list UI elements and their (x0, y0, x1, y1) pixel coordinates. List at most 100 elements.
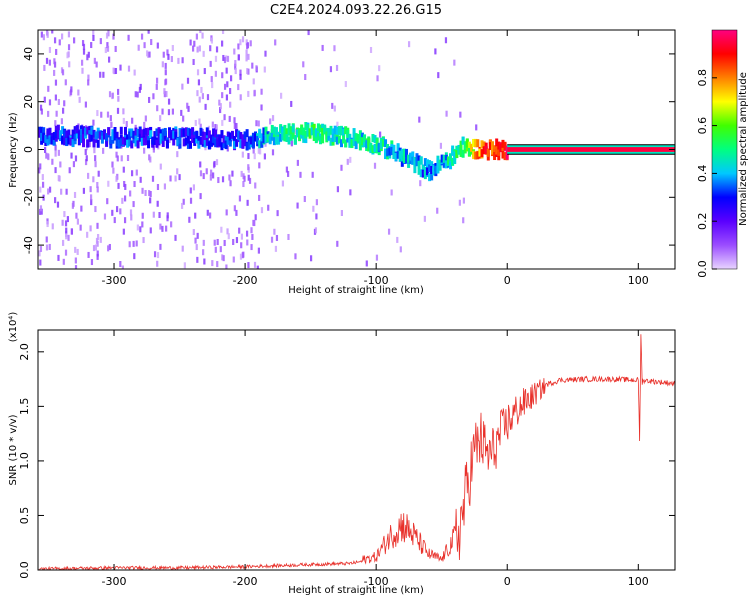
spectrogram-cell (194, 119, 197, 126)
spectrogram-cell (48, 186, 52, 193)
spectrogram-cell (377, 142, 381, 151)
spectrogram-cell (63, 129, 67, 138)
spectrogram-cell (199, 127, 203, 136)
spectrogram-cell (199, 136, 203, 145)
spectrogram-cell (159, 135, 163, 144)
spectrogram-cell (186, 135, 190, 144)
spectrogram-cell (323, 124, 327, 133)
snr-line (38, 334, 675, 570)
spectrogram-cell (392, 151, 396, 160)
spectrogram-cell (400, 158, 404, 167)
spectrogram-cell (144, 127, 148, 136)
spectrogram-cell (209, 134, 213, 143)
spectrogram-cell (444, 160, 448, 169)
spectrogram-cell (65, 188, 68, 195)
spectrogram-cell (164, 69, 167, 76)
spectrogram-cell (233, 48, 236, 55)
spectrogram-cell (256, 265, 259, 269)
spectrogram-cell (147, 127, 151, 136)
spectrogram-cell (159, 115, 162, 122)
spectrogram-cell (174, 131, 178, 140)
spectrogram-cell (38, 129, 41, 138)
spectrogram-cell (81, 40, 85, 47)
spectrogram-cell (390, 189, 393, 196)
spectrogram-cell (117, 95, 120, 102)
spectrogram-cell (260, 133, 264, 142)
spectrogram-cell (202, 249, 205, 256)
spectrogram-cell (123, 137, 127, 146)
spectrogram-cell (51, 223, 54, 230)
spectrogram-cell (75, 130, 79, 139)
spectrogram-cell (170, 132, 174, 141)
spectrogram-cell (421, 169, 425, 178)
spectrogram-cell (40, 31, 43, 38)
spectrogram-cell (156, 200, 159, 207)
spectrogram-cell (39, 205, 43, 212)
spectrogram-cell (337, 126, 341, 135)
spectrogram-cell (87, 51, 90, 58)
spectrogram-cell (143, 121, 146, 128)
spectrogram-cell (132, 201, 135, 208)
spectrogram-cell (84, 127, 88, 136)
spectrogram-cell (80, 205, 83, 212)
spectrogram-cell (187, 105, 190, 112)
spectrogram-cell (180, 109, 183, 116)
spectrogram-cell (245, 55, 248, 62)
spectrogram-cell (234, 68, 237, 75)
spectrogram-cell (168, 130, 172, 139)
spectrogram-cell (159, 223, 162, 230)
spectrogram-cell (304, 74, 307, 81)
spectrogram-cell (215, 124, 218, 131)
spectrogram-cell (53, 69, 56, 76)
spectrogram-cell (132, 130, 136, 139)
spectrogram-cell (224, 141, 228, 150)
spectrogram-cell (227, 233, 230, 240)
spectrogram-cell (99, 236, 102, 243)
spectrogram-cell (155, 83, 158, 90)
spectrogram-cell (197, 136, 201, 145)
spectrogram-cell (257, 247, 260, 254)
spectrogram-cell (226, 228, 229, 235)
spectrogram-cell (264, 140, 267, 147)
spectrogram-cell (222, 140, 226, 149)
spectrogram-cell (398, 153, 402, 162)
spectrogram-cell (111, 161, 114, 168)
spectrogram-cell (333, 105, 336, 112)
spectrogram-cell (462, 197, 465, 204)
spectrogram-cell (228, 132, 232, 141)
spectrogram-cell (71, 139, 75, 148)
spectrogram-cell (413, 165, 417, 174)
spectrogram-cell (310, 127, 314, 136)
spectrogram-cell (63, 211, 66, 218)
spectrogram-cell (95, 237, 99, 244)
spectrogram-cell (503, 152, 507, 161)
spectrogram-cell (94, 131, 98, 140)
spectrogram-cell (121, 265, 124, 269)
spectrogram-cell (172, 137, 176, 146)
spectrogram-cell (384, 139, 388, 148)
spectrogram-cell (51, 30, 54, 34)
spectrogram-cell (373, 162, 377, 169)
spectrogram-cell (350, 140, 354, 149)
spectrogram-cell (272, 137, 276, 146)
x-tick-label: -100 (364, 274, 389, 287)
spectrogram-cell (149, 156, 152, 163)
spectrogram-cell (193, 137, 197, 146)
spectrogram-cell (64, 79, 67, 86)
spectrogram-cell (432, 167, 436, 176)
spectrogram-cell (367, 143, 371, 152)
spectrogram-cell (54, 167, 57, 174)
spectrogram-cell (312, 205, 315, 212)
spectrogram-cell (373, 135, 377, 144)
spectrogram-cell (178, 128, 182, 137)
spectrogram-cell (191, 134, 195, 143)
spectrogram-cell (309, 255, 313, 262)
spectrogram-cell (316, 132, 320, 141)
colorbar-tick-label: 0.6 (696, 117, 709, 135)
y-tick-label: 40 (22, 47, 35, 61)
spectrogram-cell (463, 145, 467, 154)
spectrogram-cell (106, 111, 110, 118)
spectrogram-cell (376, 75, 379, 82)
spectrogram-cell (182, 198, 185, 205)
